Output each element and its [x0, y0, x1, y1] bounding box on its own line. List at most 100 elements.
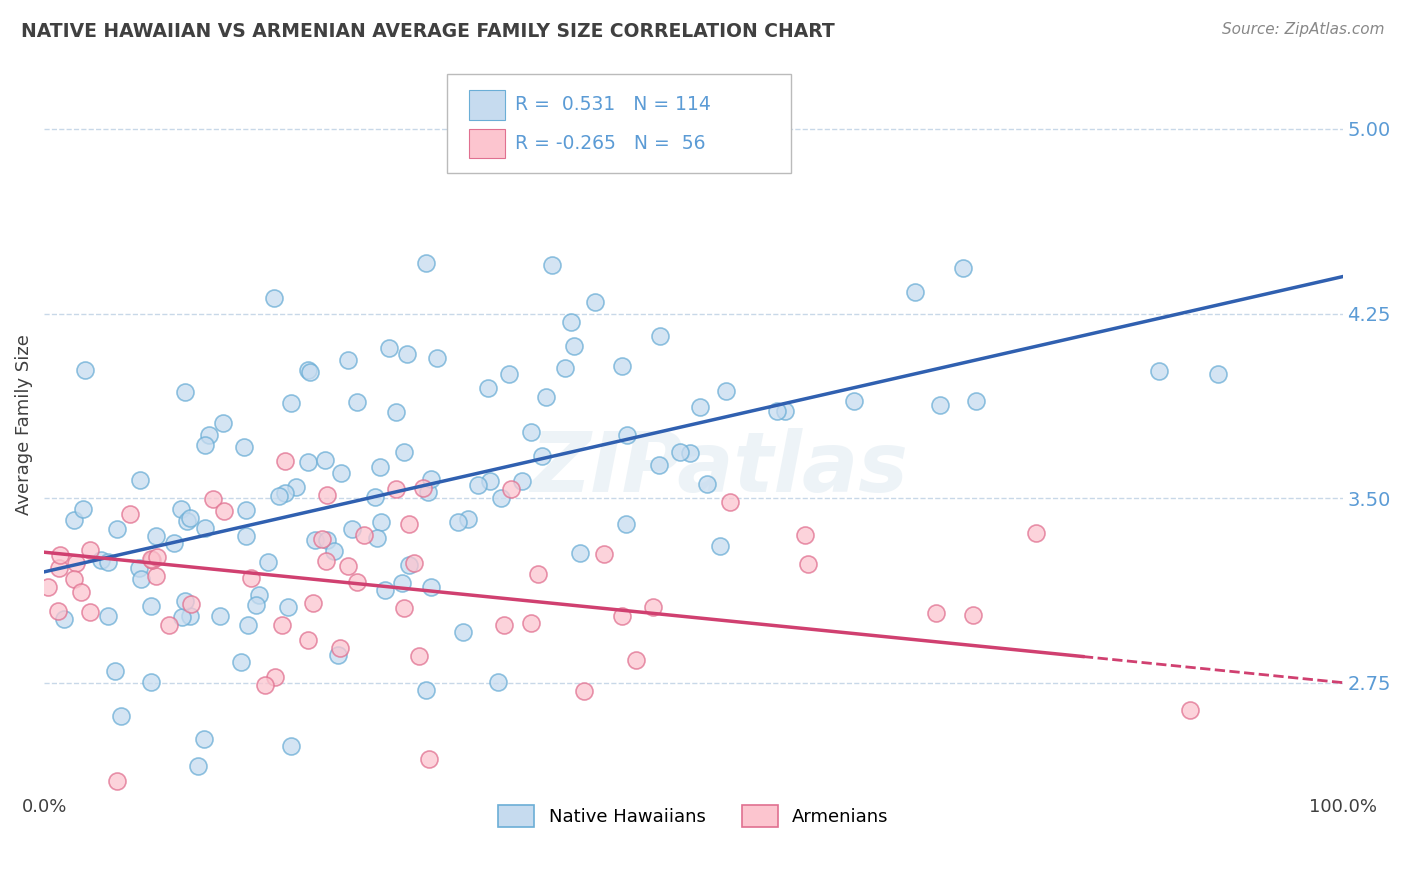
- Point: [328, 641, 350, 656]
- Point: [264, 670, 287, 684]
- Point: [235, 503, 257, 517]
- Point: [765, 403, 787, 417]
- Point: [105, 523, 128, 537]
- Point: [302, 596, 325, 610]
- Point: [610, 609, 633, 624]
- Point: [415, 256, 437, 270]
- Point: [79, 605, 101, 619]
- Point: [315, 553, 337, 567]
- Point: [952, 260, 974, 275]
- Point: [314, 453, 336, 467]
- Point: [170, 610, 193, 624]
- Point: [364, 490, 387, 504]
- Point: [648, 329, 671, 343]
- Point: [486, 675, 509, 690]
- Text: ZIPatlas: ZIPatlas: [530, 428, 908, 509]
- Point: [70, 585, 93, 599]
- Point: [510, 474, 533, 488]
- Point: [426, 351, 449, 365]
- Point: [610, 359, 633, 373]
- Point: [146, 549, 169, 564]
- Point: [37, 580, 59, 594]
- Point: [198, 428, 221, 442]
- Point: [315, 533, 337, 547]
- Point: [141, 552, 163, 566]
- Point: [72, 501, 94, 516]
- Point: [534, 390, 557, 404]
- Point: [643, 600, 665, 615]
- Point: [554, 361, 576, 376]
- Point: [176, 514, 198, 528]
- Point: [62, 512, 84, 526]
- Point: [269, 489, 291, 503]
- Point: [568, 546, 591, 560]
- Point: [63, 572, 86, 586]
- Point: [366, 531, 388, 545]
- Point: [235, 528, 257, 542]
- Point: [709, 539, 731, 553]
- Point: [280, 396, 302, 410]
- Point: [194, 438, 217, 452]
- Point: [236, 617, 259, 632]
- Point: [451, 625, 474, 640]
- Point: [1206, 367, 1229, 381]
- Point: [263, 291, 285, 305]
- FancyBboxPatch shape: [447, 74, 790, 173]
- Text: R = -0.265   N =  56: R = -0.265 N = 56: [516, 134, 706, 153]
- Point: [501, 482, 523, 496]
- Point: [280, 739, 302, 753]
- Point: [254, 678, 277, 692]
- Point: [311, 532, 333, 546]
- Point: [925, 606, 948, 620]
- Point: [477, 381, 499, 395]
- Point: [170, 501, 193, 516]
- Point: [173, 384, 195, 399]
- Point: [689, 400, 711, 414]
- Point: [174, 594, 197, 608]
- Point: [129, 473, 152, 487]
- Point: [52, 611, 75, 625]
- Point: [420, 580, 443, 594]
- Point: [647, 458, 669, 472]
- Point: [718, 495, 741, 509]
- Point: [593, 547, 616, 561]
- Point: [342, 522, 364, 536]
- Point: [73, 363, 96, 377]
- Point: [385, 482, 408, 496]
- Point: [208, 609, 231, 624]
- Point: [157, 618, 180, 632]
- Point: [965, 394, 987, 409]
- Point: [274, 454, 297, 468]
- Point: [110, 709, 132, 723]
- Point: [530, 449, 553, 463]
- Point: [408, 649, 430, 664]
- Point: [498, 368, 520, 382]
- Point: [904, 285, 927, 299]
- Point: [337, 559, 360, 574]
- Point: [842, 393, 865, 408]
- Point: [624, 653, 647, 667]
- Point: [541, 258, 564, 272]
- Point: [415, 683, 437, 698]
- Point: [391, 575, 413, 590]
- Legend: Native Hawaiians, Armenians: Native Hawaiians, Armenians: [489, 796, 897, 836]
- Point: [797, 557, 820, 571]
- Point: [128, 561, 150, 575]
- Point: [398, 516, 420, 531]
- Point: [139, 599, 162, 613]
- Point: [793, 528, 815, 542]
- Point: [418, 484, 440, 499]
- Point: [457, 512, 479, 526]
- Point: [329, 467, 352, 481]
- Point: [323, 544, 346, 558]
- Point: [145, 569, 167, 583]
- Point: [179, 609, 201, 624]
- Point: [277, 600, 299, 615]
- Text: NATIVE HAWAIIAN VS ARMENIAN AVERAGE FAMILY SIZE CORRELATION CHART: NATIVE HAWAIIAN VS ARMENIAN AVERAGE FAMI…: [21, 22, 835, 41]
- Point: [467, 477, 489, 491]
- Point: [179, 511, 201, 525]
- Point: [245, 599, 267, 613]
- Point: [394, 600, 416, 615]
- Point: [247, 588, 270, 602]
- Point: [97, 609, 120, 624]
